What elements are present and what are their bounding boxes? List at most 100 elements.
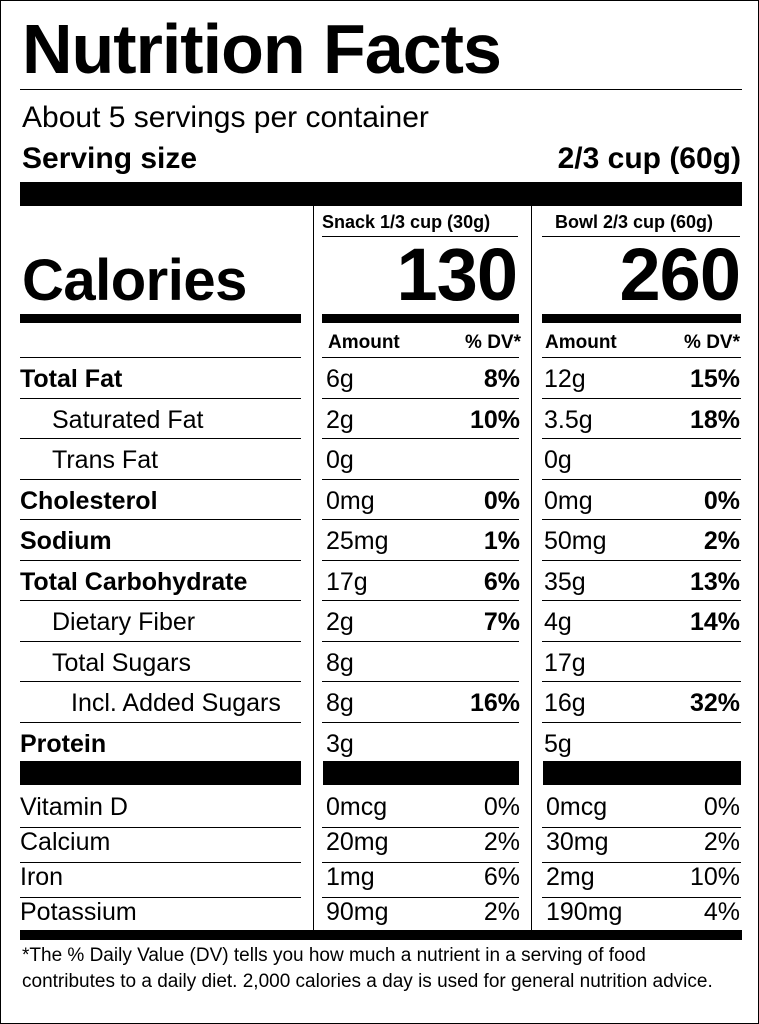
snack-amount: 2g (326, 406, 354, 434)
vitamin-row-rule (20, 827, 301, 828)
calories-bar-left (20, 314, 301, 323)
nutrient-row-rule (20, 479, 301, 480)
vitamin-bowl-amount: 0mcg (546, 793, 608, 821)
nutrient-name: Incl. Added Sugars (71, 689, 281, 717)
snack-dv: 7% (483, 608, 520, 636)
thick-bar-snack (323, 761, 519, 785)
bowl-amount: 17g (544, 649, 586, 677)
nutrient-name: Total Carbohydrate (20, 568, 248, 596)
nutrient-row-rule (322, 722, 519, 723)
nutrient-row-rule (322, 641, 519, 642)
nutrient-row-rule (322, 519, 519, 520)
snack-amount: 8g (326, 649, 354, 677)
bowl-amount: 16g (544, 689, 586, 717)
bowl-amount: 4g (544, 608, 572, 636)
nutrient-name: Protein (20, 730, 107, 758)
servings-per-container: About 5 servings per container (22, 101, 429, 134)
bowl-dv: 13% (689, 568, 740, 596)
nutrient-row-rule (20, 357, 301, 358)
snack-amount: 17g (326, 568, 368, 596)
daily-value-footnote: *The % Daily Value (DV) tells you how mu… (22, 945, 713, 992)
vitamin-name: Calcium (20, 828, 111, 856)
bowl-amount: 3.5g (544, 406, 593, 434)
bowl-dv: 14% (689, 608, 740, 636)
snack-amount: 8g (326, 689, 354, 717)
title-rule (20, 89, 742, 90)
vitamin-bowl-dv: 10% (689, 863, 740, 891)
calories-bar-bowl (542, 314, 741, 323)
vitamin-row-rule (542, 897, 741, 898)
snack-dv: 10% (469, 406, 520, 434)
snack-amount: 6g (326, 365, 354, 393)
bowl-dv: 2% (703, 527, 740, 555)
vitamin-bowl-dv: 2% (703, 828, 740, 856)
vitamin-snack-amount: 0mcg (326, 793, 388, 821)
snack-amount: 2g (326, 608, 354, 636)
vitamin-snack-amount: 90mg (326, 898, 389, 926)
bowl-amount: 0mg (544, 487, 593, 515)
vitamin-bowl-amount: 30mg (546, 828, 609, 856)
nutrient-row-rule (20, 681, 301, 682)
bowl-column-header: Bowl 2/3 cup (60g) (555, 212, 714, 232)
snack-dv: 1% (483, 527, 520, 555)
serving-size-value: 2/3 cup (60g) (557, 142, 741, 175)
nutrient-row-rule (322, 681, 519, 682)
thick-bar-bowl (543, 761, 741, 785)
calories-label: Calories (22, 248, 247, 313)
vitamin-row-rule (322, 827, 519, 828)
snack-header-rule (322, 236, 518, 237)
nutrient-row-rule (322, 479, 519, 480)
nutrient-row-rule (20, 438, 301, 439)
bowl-dv: 32% (689, 689, 740, 717)
bowl-amount: 12g (544, 365, 586, 393)
nutrient-row-rule (542, 681, 741, 682)
bowl-amount: 5g (544, 730, 572, 758)
snack-dv: 8% (483, 365, 520, 393)
bowl-calories: 260 (619, 233, 741, 316)
nutrient-name: Total Sugars (52, 649, 191, 677)
snack-amount: 3g (326, 730, 354, 758)
snack-dv: 6% (483, 568, 520, 596)
column-divider-1 (313, 206, 314, 930)
nutrient-row-rule (542, 357, 741, 358)
vitamin-snack-dv: 2% (483, 828, 520, 856)
bowl-dv: 18% (689, 406, 740, 434)
vitamin-row-rule (322, 862, 519, 863)
nutrient-row-rule (542, 479, 741, 480)
nutrient-row-rule (322, 398, 519, 399)
nutrient-row-rule (322, 438, 519, 439)
nutrient-row-rule (542, 438, 741, 439)
vitamin-row-rule (20, 862, 301, 863)
nutrient-row-rule (542, 398, 741, 399)
nutrient-row-rule (542, 722, 741, 723)
nutrient-row-rule (20, 600, 301, 601)
bowl-amount: 0g (544, 446, 572, 474)
bowl-amount: 35g (544, 568, 586, 596)
bowl-amount: 50mg (544, 527, 607, 555)
nutrient-row-rule (20, 722, 301, 723)
nutrient-name: Cholesterol (20, 487, 158, 515)
nutrient-row-rule (322, 357, 519, 358)
nutrient-row-rule (542, 641, 741, 642)
nutrient-row-rule (20, 641, 301, 642)
vitamin-bowl-dv: 0% (703, 793, 740, 821)
vitamin-row-rule (542, 862, 741, 863)
snack-dv: 0% (483, 487, 520, 515)
vitamin-snack-amount: 20mg (326, 828, 389, 856)
snack-column-header: Snack 1/3 cup (30g) (322, 212, 491, 232)
nutrient-name: Total Fat (20, 365, 123, 393)
snack-calories: 130 (396, 233, 518, 316)
nutrient-row-rule (542, 519, 741, 520)
vitamin-bowl-amount: 2mg (546, 863, 595, 891)
nutrient-row-rule (20, 398, 301, 399)
nutrient-row-rule (20, 519, 301, 520)
vitamin-snack-dv: 2% (483, 898, 520, 926)
nutrient-name: Trans Fat (52, 446, 159, 474)
vitamin-bowl-amount: 190mg (546, 898, 623, 926)
vitamin-name: Vitamin D (20, 793, 128, 821)
nutrient-row-rule (20, 560, 301, 561)
nutrient-name: Sodium (20, 527, 112, 555)
vitamin-snack-dv: 0% (483, 793, 520, 821)
bowl-amount-header: Amount (545, 332, 617, 353)
snack-amount-header: Amount (328, 332, 400, 353)
